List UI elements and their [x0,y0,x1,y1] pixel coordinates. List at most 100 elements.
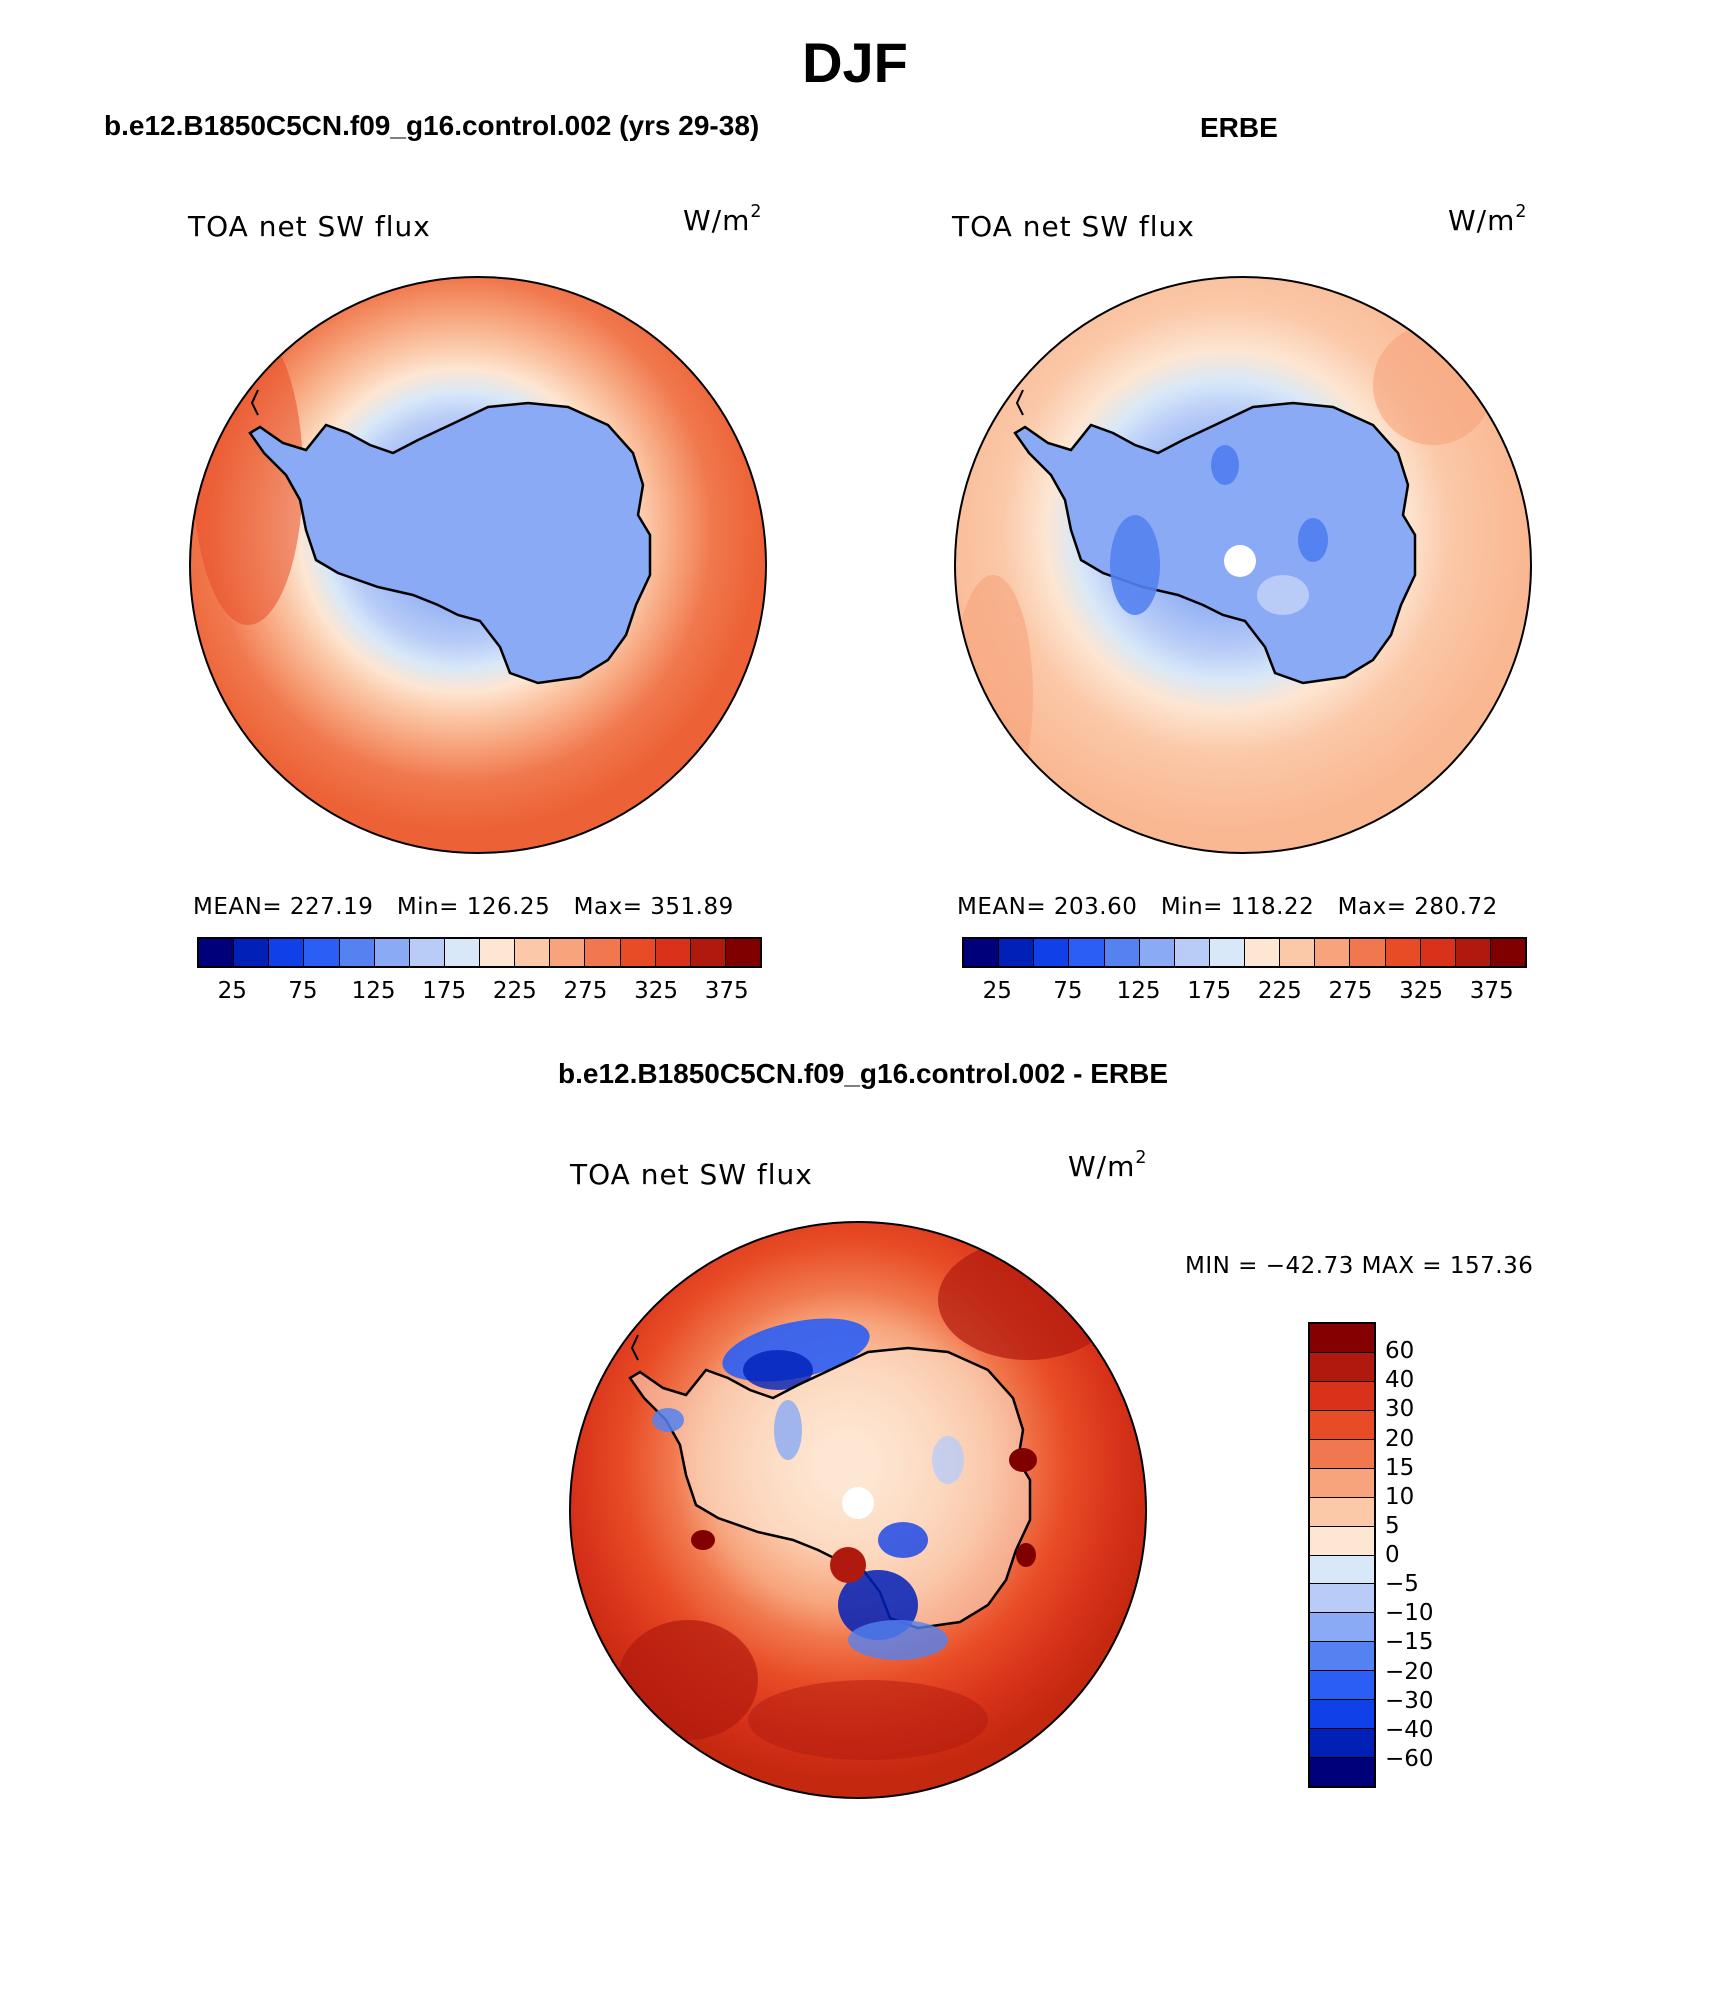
colorbar-swatch [1310,1671,1374,1701]
panel1-title: b.e12.B1850C5CN.f09_g16.control.002 (yrs… [104,110,760,141]
colorbar-swatch [1455,939,1491,966]
colorbar-swatch [269,939,305,966]
colorbar-tick-label: 15 [1385,1454,1415,1481]
colorbar-swatch [1310,1555,1374,1585]
colorbar-tick-label: 10 [1385,1483,1415,1510]
colorbar-tick-label: 225 [492,978,537,1004]
colorbar-tick-label: 325 [1399,978,1444,1004]
colorbar-tick-label: 175 [1187,978,1232,1004]
colorbar-swatch [199,939,235,966]
colorbar-swatch [999,939,1035,966]
panel3-minmax: MIN = −42.73 MAX = 157.36 [1185,1253,1534,1279]
colorbar-tick-label: 30 [1385,1396,1415,1423]
colorbar-swatch [304,939,340,966]
colorbar-swatch [1315,939,1351,966]
colorbar-swatch [1420,939,1456,966]
colorbar-swatch [1310,1729,1374,1759]
panel1-max: Max= 351.89 [573,894,734,920]
panel2-title: ERBE [1200,112,1278,143]
panel3-colorbar-ticks: 60 40 30 20 15 10 5 0 −5 −10 −15 −20 −30 −40 −60 [1385,1322,1465,1788]
colorbar-tick-label: 275 [1328,978,1373,1004]
colorbar-swatch [585,939,621,966]
colorbar-swatch [550,939,586,966]
colorbar-tick-label: −5 [1385,1571,1419,1598]
colorbar-swatch [409,939,445,966]
colorbar-swatch [1310,1324,1374,1353]
panel2-antarctica [1013,401,1417,685]
colorbar-swatch [964,939,1000,966]
colorbar-tick-label: 5 [1385,1512,1400,1539]
panel1-colorbar [197,937,762,968]
colorbar-tick-label: 125 [351,978,396,1004]
colorbar-tick-label: −20 [1385,1658,1434,1685]
panel3-colorbar [1308,1322,1376,1788]
colorbar-swatch [690,939,726,966]
colorbar-tick-label: 275 [563,978,608,1004]
colorbar-swatch [480,939,516,966]
colorbar-swatch [1385,939,1421,966]
panel1-min: Min= 126.25 [396,894,551,920]
colorbar-tick-label: 75 [288,978,318,1004]
panel2-mean: MEAN= 203.60 [957,894,1138,920]
colorbar-swatch [1310,1381,1374,1411]
colorbar-tick-label: 0 [1385,1542,1400,1568]
colorbar-swatch [1310,1526,1374,1556]
panel2-map [954,276,1532,854]
colorbar-swatch [1310,1584,1374,1614]
panel1-field-label: TOA net SW flux [188,210,431,243]
colorbar-tick-label: 375 [1469,978,1514,1004]
colorbar-swatch [1310,1613,1374,1643]
colorbar-tick-label: −40 [1385,1716,1434,1743]
panel1-antarctica [248,401,652,685]
colorbar-swatch [1350,939,1386,966]
colorbar-swatch [655,939,691,966]
colorbar-tick-label: −30 [1385,1687,1434,1714]
panel3-field-label: TOA net SW flux [570,1158,813,1191]
colorbar-swatch [1104,939,1140,966]
colorbar-tick-label: 125 [1116,978,1161,1004]
panel3-map [569,1221,1147,1799]
colorbar-swatch [620,939,656,966]
colorbar-tick-label: 60 [1385,1338,1415,1365]
figure-title: DJF [802,31,908,94]
colorbar-tick-label: 25 [982,978,1012,1004]
colorbar-swatch [1310,1642,1374,1672]
colorbar-swatch [1174,939,1210,966]
panel3-title: b.e12.B1850C5CN.f09_g16.control.002 - ER… [557,1058,1169,1089]
panel3-units: W/m2 [1068,1148,1148,1184]
colorbar-swatch [515,939,551,966]
panel2-colorbar [962,937,1527,968]
colorbar-tick-label: 25 [217,978,247,1004]
colorbar-tick-label: −10 [1385,1600,1434,1627]
panel2-units: W/m2 [1448,202,1528,238]
colorbar-tick-label: 40 [1385,1367,1415,1394]
colorbar-tick-label: 20 [1385,1425,1415,1452]
colorbar-swatch [1280,939,1316,966]
colorbar-swatch [1310,1497,1374,1527]
colorbar-tick-label: −15 [1385,1629,1434,1656]
colorbar-swatch [1310,1758,1374,1786]
panel2-stats: MEAN= 203.60 Min= 118.22 Max= 280.72 [957,894,1498,920]
colorbar-tick-label: 225 [1257,978,1302,1004]
colorbar-swatch [374,939,410,966]
colorbar-swatch [1310,1700,1374,1730]
panel2-min: Min= 118.22 [1160,894,1315,920]
colorbar-swatch [1139,939,1175,966]
colorbar-swatch [1310,1410,1374,1440]
colorbar-swatch [339,939,375,966]
panel1-colorbar-ticks: 25 75 125 175 225 275 325 375 [197,978,762,1008]
colorbar-tick-label: 325 [634,978,679,1004]
colorbar-swatch [1034,939,1070,966]
colorbar-swatch [1310,1439,1374,1469]
colorbar-swatch [1245,939,1281,966]
panel2-colorbar-ticks: 25 75 125 175 225 275 325 375 [962,978,1527,1008]
panel1-units: W/m2 [683,202,763,238]
colorbar-tick-label: −60 [1385,1745,1434,1772]
colorbar-swatch [1310,1468,1374,1498]
colorbar-swatch [725,939,760,966]
colorbar-swatch [1069,939,1105,966]
panel1-map [189,276,767,854]
colorbar-swatch [1490,939,1525,966]
colorbar-swatch [1209,939,1245,966]
colorbar-tick-label: 375 [704,978,749,1004]
